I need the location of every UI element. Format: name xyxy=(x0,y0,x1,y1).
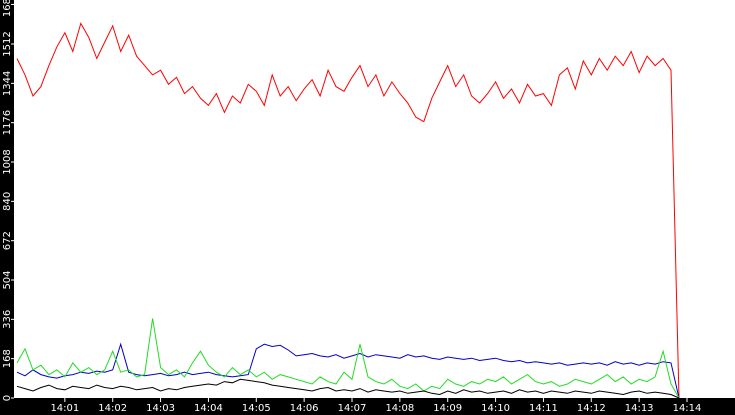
y-tick-label: 504 xyxy=(2,270,13,289)
x-tick-label: 14:04 xyxy=(194,403,223,414)
y-tick-label: 336 xyxy=(2,310,13,329)
series-line xyxy=(16,22,680,399)
x-tick-label: 14:03 xyxy=(146,403,175,414)
series-line xyxy=(16,342,680,399)
x-tick-label: 14:08 xyxy=(385,403,414,414)
x-tick-label: 14:14 xyxy=(673,403,702,414)
x-tick-label: 14:09 xyxy=(433,403,462,414)
x-tick-label: 14:07 xyxy=(338,403,367,414)
x-tick-label: 14:10 xyxy=(481,403,510,414)
y-tick-label: 1008 xyxy=(2,149,13,174)
x-tick-label: 14:06 xyxy=(290,403,319,414)
y-tick-label: 1512 xyxy=(2,31,13,56)
y-tick-label: 168 xyxy=(2,349,13,368)
x-tick-label: 14:12 xyxy=(577,403,606,414)
x-tick-label: 14:13 xyxy=(625,403,654,414)
y-tick-label: 672 xyxy=(2,231,13,250)
y-tick-label: 840 xyxy=(2,192,13,211)
y-tick-label: 1176 xyxy=(2,110,13,135)
x-tick-label: 14:01 xyxy=(50,403,79,414)
x-tick-label: 14:02 xyxy=(98,403,127,414)
y-axis-strip xyxy=(0,0,14,415)
x-tick-label: 14:05 xyxy=(242,403,271,414)
x-tick-label: 14:11 xyxy=(529,403,558,414)
series-line xyxy=(16,318,680,399)
series-line xyxy=(16,378,680,399)
y-tick-label: 1681 xyxy=(2,0,13,17)
y-tick-label: 0 xyxy=(2,395,13,401)
x-axis-strip xyxy=(0,398,735,415)
y-tick-label: 1344 xyxy=(2,71,13,96)
